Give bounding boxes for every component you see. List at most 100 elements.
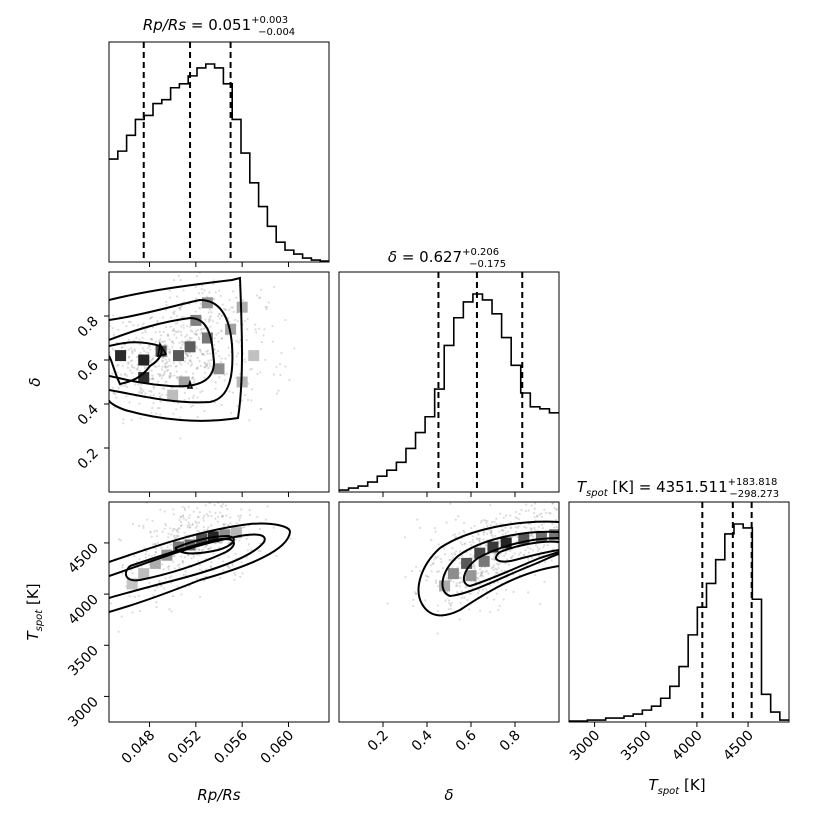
scatter-point	[259, 407, 262, 410]
scatter-point	[152, 594, 155, 597]
scatter-point	[187, 362, 190, 365]
scatter-point	[207, 359, 210, 362]
scatter-point	[125, 324, 128, 328]
density-cell	[219, 529, 231, 541]
scatter-point	[111, 386, 114, 389]
scatter-point	[188, 523, 191, 526]
scatter-point	[198, 548, 201, 551]
scatter-point	[208, 510, 211, 514]
density-cell	[149, 557, 161, 569]
scatter-point	[217, 331, 220, 335]
scatter-point	[159, 374, 162, 377]
scatter-point	[494, 534, 497, 538]
scatter-point	[518, 512, 521, 516]
scatter-point	[436, 604, 440, 607]
scatter-point	[180, 555, 183, 558]
scatter-point	[463, 543, 466, 546]
scatter-point	[214, 381, 217, 384]
scatter-point	[205, 350, 208, 353]
scatter-point	[218, 289, 221, 292]
scatter-point	[173, 310, 176, 313]
scatter-point	[451, 556, 455, 559]
scatter-point	[492, 556, 495, 559]
tick-marks	[104, 262, 749, 727]
scatter-point	[213, 542, 216, 545]
scatter-point	[144, 331, 147, 334]
scatter-point	[510, 526, 513, 529]
scatter-point	[256, 515, 259, 519]
scatter-point	[175, 365, 178, 368]
scatter-point	[142, 526, 145, 529]
scatter-point	[191, 396, 195, 399]
hist-panel-delta	[339, 272, 559, 492]
scatter-point	[499, 522, 502, 526]
scatter-point	[126, 366, 129, 369]
scatter-point	[136, 363, 139, 366]
scatter-point	[191, 377, 194, 380]
scatter-point	[190, 405, 193, 408]
scatter-point	[140, 565, 143, 568]
scatter-point	[454, 553, 457, 556]
scatter-point	[485, 569, 488, 573]
scatter-point	[495, 571, 498, 575]
scatter-point	[196, 547, 199, 551]
scatter-point	[575, 546, 577, 548]
scatter-point	[414, 592, 418, 595]
scatter-point	[150, 369, 153, 372]
scatter-point	[444, 599, 447, 602]
ylabel-t-spot: Tspot [K]	[24, 583, 45, 640]
scatter-point	[144, 556, 147, 559]
scatter-point	[441, 566, 445, 570]
scatter-point	[173, 374, 176, 377]
scatter-point	[179, 416, 182, 419]
scatter-point	[478, 568, 482, 571]
scatter-point	[180, 325, 183, 328]
x-tick-label-delta: 0.2	[365, 728, 392, 755]
scatter-point	[478, 539, 481, 543]
scatter-point	[128, 595, 131, 598]
scatter-point	[153, 365, 156, 368]
scatter-point	[170, 316, 173, 319]
scatter-point	[510, 556, 513, 560]
scatter-point	[231, 562, 234, 565]
scatter-point	[177, 307, 181, 310]
scatter-point	[403, 536, 407, 539]
scatter-point	[178, 526, 181, 530]
scatter-point	[208, 502, 211, 505]
scatter-point	[105, 388, 107, 390]
scatter-point	[561, 550, 563, 552]
scatter-point	[237, 514, 240, 518]
scatter-point	[135, 368, 138, 371]
scatter-point	[147, 344, 150, 347]
scatter-point	[199, 332, 202, 335]
scatter-point	[127, 361, 130, 364]
scatter-point	[133, 366, 136, 369]
scatter-point	[551, 502, 554, 505]
scatter-point	[172, 513, 175, 516]
scatter-point	[175, 376, 178, 379]
scatter-point	[426, 575, 429, 578]
scatter-point	[176, 375, 179, 378]
scatter-point	[97, 338, 99, 340]
scatter-point	[532, 535, 535, 538]
scatter-point	[231, 306, 235, 309]
scatter-point	[189, 364, 192, 367]
scatter-point	[480, 519, 483, 522]
scatter-point	[455, 582, 458, 585]
scatter-point	[168, 376, 171, 380]
scatter-point	[159, 338, 162, 341]
scatter-point	[536, 549, 539, 552]
scatter-point	[178, 518, 181, 522]
scatter-point	[412, 598, 415, 601]
scatter-point	[259, 371, 262, 374]
scatter-point	[490, 529, 493, 532]
scatter-point	[440, 560, 443, 564]
scatter-point	[199, 307, 202, 310]
y-tick-label-t_spot: 3500	[65, 643, 102, 680]
scatter-point	[234, 552, 237, 555]
scatter-point	[163, 527, 166, 530]
scatter-point	[219, 511, 222, 514]
scatter-point	[172, 412, 175, 415]
scatter-point	[514, 510, 517, 514]
scatter-point	[533, 507, 536, 510]
